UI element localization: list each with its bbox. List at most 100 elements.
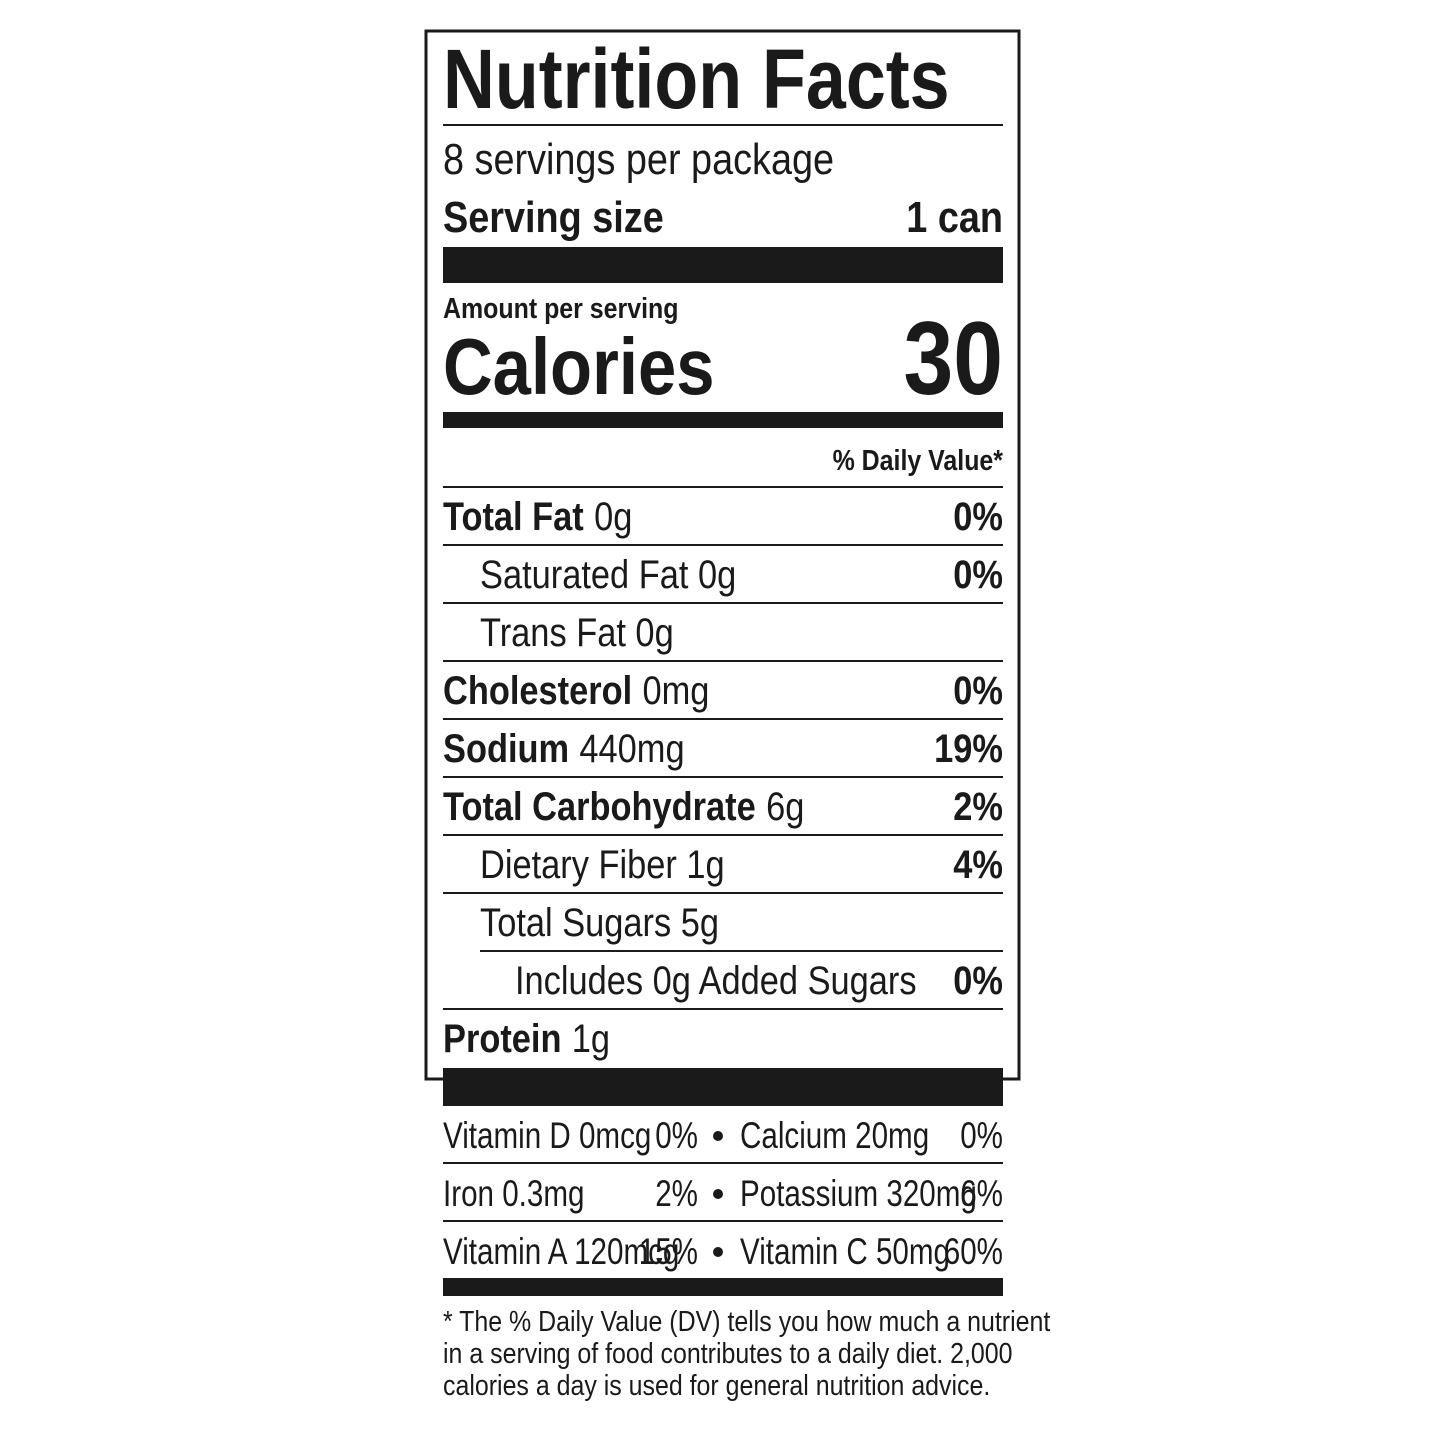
nutrient-dv-group: 0% bbox=[953, 958, 1003, 1003]
vitamin-dv: 2% bbox=[655, 1174, 698, 1215]
nutrient-name: Sodium bbox=[443, 726, 569, 771]
vitamin-rule bbox=[443, 1162, 1003, 1164]
vitamin-dv-group: 60% bbox=[944, 1232, 1003, 1273]
nutrient-name: Protein bbox=[443, 1016, 561, 1061]
row-rule bbox=[480, 950, 1003, 952]
footnote-line: in a serving of food contributes to a da… bbox=[443, 1337, 1013, 1369]
row-group: Total Fat 0g bbox=[443, 494, 632, 539]
nutrient-dv-group: 2% bbox=[953, 784, 1003, 829]
row-group: Protein 1g bbox=[443, 1016, 610, 1061]
row-group: Saturated Fat 0g bbox=[480, 552, 736, 597]
nutrient-dv-group: 19% bbox=[934, 726, 1003, 771]
nutrient-dv-group: 4% bbox=[953, 842, 1003, 887]
title-group: Nutrition Facts bbox=[443, 32, 950, 127]
nutrient-dv: 0% bbox=[953, 552, 1003, 597]
nutrient-dv: 19% bbox=[934, 726, 1003, 771]
bullet bbox=[713, 1131, 723, 1141]
daily-value-header-group: % Daily Value* bbox=[833, 444, 1004, 476]
footnote-line-group: in a serving of food contributes to a da… bbox=[443, 1337, 1013, 1369]
vitamin-dv-group: 0% bbox=[960, 1116, 1003, 1157]
vitamin-name-group: Vitamin A 120mcg bbox=[443, 1232, 679, 1273]
nutrient-dv: 2% bbox=[953, 784, 1003, 829]
row-rule bbox=[443, 544, 1003, 546]
vitamin-name: Vitamin C 50mg bbox=[740, 1232, 950, 1273]
vitamin-dv: 6% bbox=[960, 1174, 1003, 1215]
vitamin-name: Calcium 20mg bbox=[740, 1116, 929, 1157]
nutrient-dv: 0% bbox=[953, 958, 1003, 1003]
nutrient: Trans Fat 0g bbox=[480, 610, 674, 655]
serving-size-label-group: Serving size bbox=[443, 192, 664, 241]
row-group: Trans Fat 0g bbox=[480, 610, 674, 655]
row-group: Dietary Fiber 1g bbox=[480, 842, 725, 887]
nutrient-name: Total Sugars 5g bbox=[480, 900, 719, 945]
row-group: Cholesterol 0mg bbox=[443, 668, 709, 713]
nutrient: Total Carbohydrate 6g bbox=[443, 784, 804, 829]
nutrient-dv: 0% bbox=[953, 668, 1003, 713]
nutrient-amount: 440mg bbox=[579, 726, 684, 771]
nutrient: Protein 1g bbox=[443, 1016, 610, 1061]
medium-bar bbox=[443, 1278, 1003, 1296]
rule bbox=[443, 124, 1003, 126]
vitamin-dv: 0% bbox=[960, 1116, 1003, 1157]
row-group: Sodium 440mg bbox=[443, 726, 685, 771]
nutrient-amount: 1g bbox=[572, 1016, 610, 1061]
vitamin-dv: 15% bbox=[639, 1232, 698, 1273]
nutrient-amount: 6g bbox=[766, 784, 804, 829]
row-rule bbox=[443, 892, 1003, 894]
nutrient: Includes 0g Added Sugars bbox=[515, 958, 917, 1003]
footnote-line-group: * The % Daily Value (DV) tells you how m… bbox=[443, 1305, 1051, 1337]
nutrient-name: Total Carbohydrate bbox=[443, 784, 756, 829]
nutrient: Saturated Fat 0g bbox=[480, 552, 736, 597]
nutrient: Dietary Fiber 1g bbox=[480, 842, 725, 887]
daily-value-header: % Daily Value* bbox=[833, 444, 1004, 476]
calories-label: Calories bbox=[443, 321, 715, 411]
nutrient-name: Total Fat bbox=[443, 494, 584, 539]
bullet bbox=[713, 1189, 723, 1199]
thick-bar bbox=[443, 1068, 1003, 1106]
nutrient-name: Saturated Fat 0g bbox=[480, 552, 736, 597]
row-rule bbox=[443, 718, 1003, 720]
nutrient-dv-group: 0% bbox=[953, 494, 1003, 539]
nutrient-name: Cholesterol bbox=[443, 668, 632, 713]
medium-bar bbox=[443, 412, 1003, 428]
row-group: Includes 0g Added Sugars bbox=[515, 958, 917, 1003]
vitamin-name-group: Vitamin D 0mcg bbox=[443, 1116, 651, 1157]
vitamin-dv: 60% bbox=[944, 1232, 1003, 1273]
serving-size-value: 1 can bbox=[906, 192, 1003, 241]
footnote-line: calories a day is used for general nutri… bbox=[443, 1369, 990, 1401]
nutrient-name: Trans Fat 0g bbox=[480, 610, 674, 655]
title: Nutrition Facts bbox=[443, 32, 950, 127]
nutrient-amount: 0g bbox=[594, 494, 632, 539]
nutrient: Cholesterol 0mg bbox=[443, 668, 709, 713]
vitamin-dv-group: 15% bbox=[639, 1232, 698, 1273]
nutrient-dv: 0% bbox=[953, 494, 1003, 539]
row-rule bbox=[443, 834, 1003, 836]
thick-bar bbox=[443, 247, 1003, 283]
servings-group: 8 servings per package bbox=[443, 134, 834, 183]
row-rule bbox=[443, 660, 1003, 662]
vitamin-dv-group: 0% bbox=[655, 1116, 698, 1157]
row-group: Total Sugars 5g bbox=[480, 900, 719, 945]
vitamin-name-group: Vitamin C 50mg bbox=[740, 1232, 950, 1273]
vitamin-dv: 0% bbox=[655, 1116, 698, 1157]
servings: 8 servings per package bbox=[443, 134, 834, 183]
nutrient: Total Fat 0g bbox=[443, 494, 632, 539]
row-rule bbox=[443, 1008, 1003, 1010]
nutrient-name: Dietary Fiber 1g bbox=[480, 842, 725, 887]
nutrient: Sodium 440mg bbox=[443, 726, 685, 771]
nutrient: Total Sugars 5g bbox=[480, 900, 719, 945]
vitamin-name-group: Potassium 320mg bbox=[740, 1174, 977, 1215]
vitamin-name: Potassium 320mg bbox=[740, 1174, 977, 1215]
serving-size-value-group: 1 can bbox=[906, 192, 1003, 241]
vitamin-rule bbox=[443, 1220, 1003, 1222]
nutrient-name: Includes 0g Added Sugars bbox=[515, 958, 917, 1003]
vitamin-dv-group: 2% bbox=[655, 1174, 698, 1215]
calories-value-group: 30 bbox=[904, 300, 1003, 417]
row-rule bbox=[443, 776, 1003, 778]
bullet bbox=[713, 1247, 723, 1257]
vitamin-name-group: Iron 0.3mg bbox=[443, 1174, 584, 1215]
serving-size-label: Serving size bbox=[443, 192, 664, 241]
amount-per-serving: Amount per serving bbox=[443, 292, 678, 324]
